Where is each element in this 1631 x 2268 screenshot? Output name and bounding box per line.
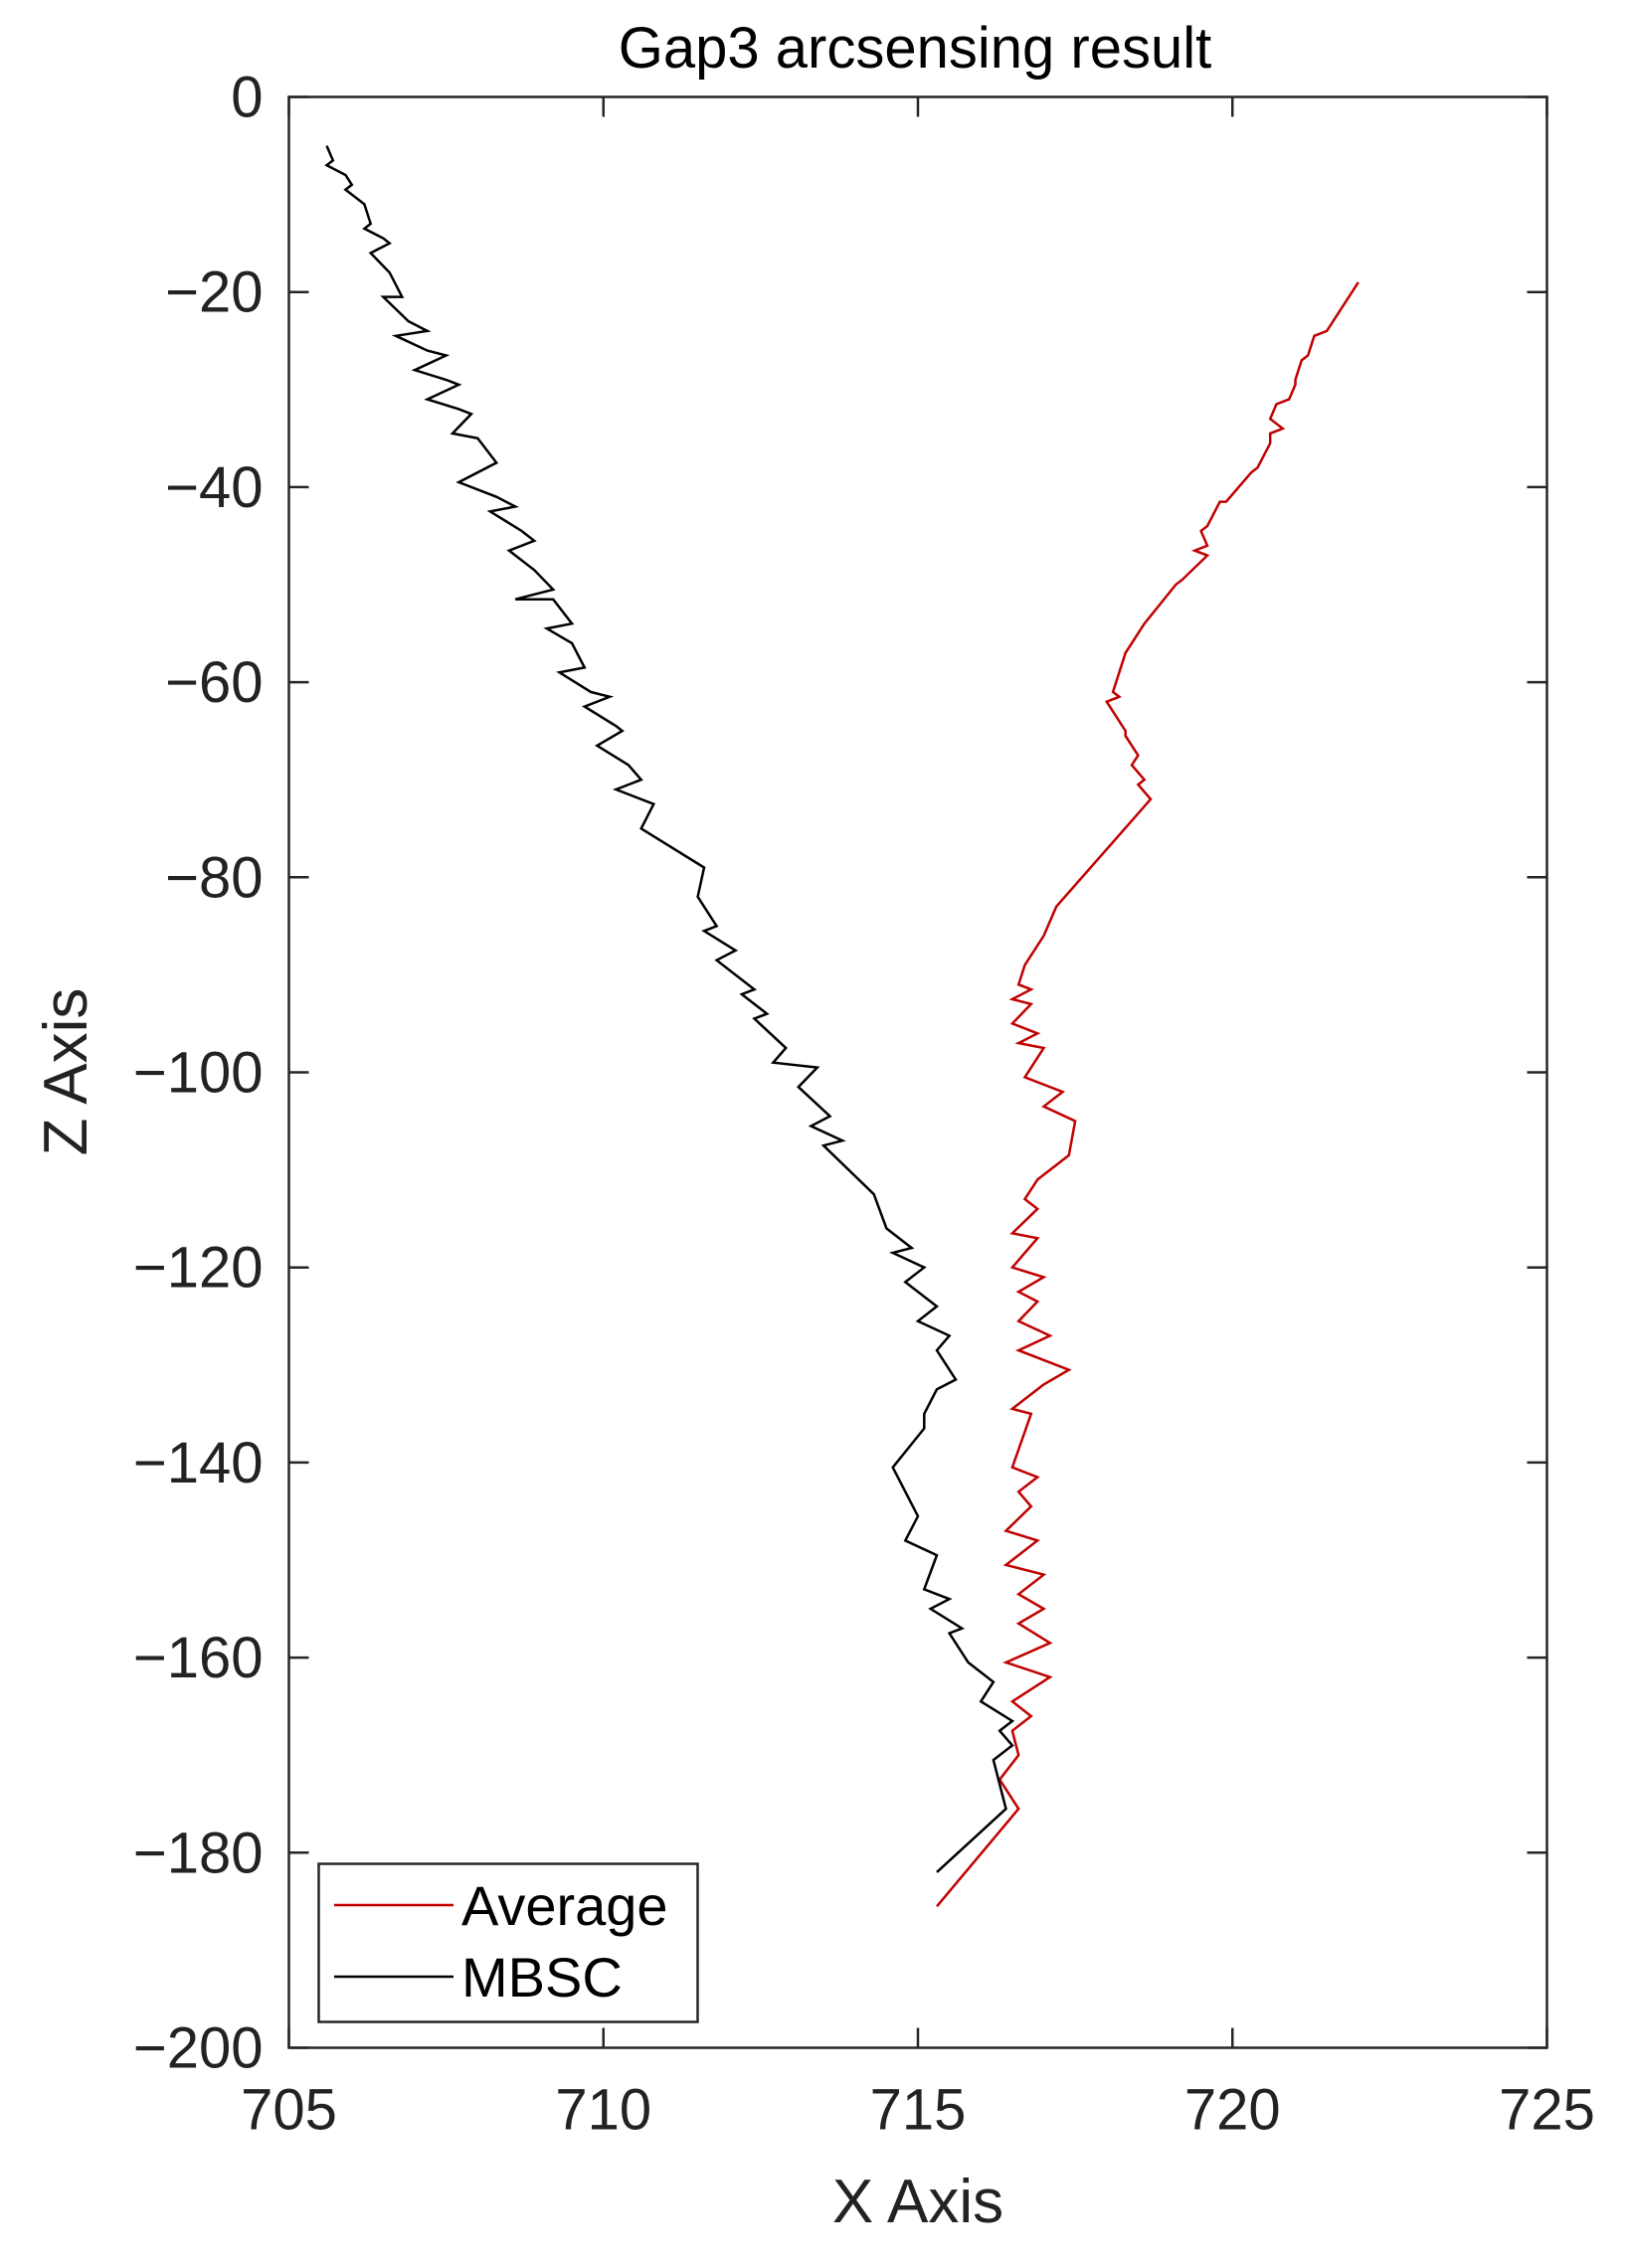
y-tick-label: 0 <box>231 66 263 130</box>
y-axis: 0 −20 −40 −60 −80 −100 −120 −140 −160 −180 −200 <box>133 66 1547 2081</box>
y-tick-label: −80 <box>165 845 263 910</box>
y-tick-label: −160 <box>133 1626 264 1690</box>
x-axis: 705 710 715 720 725 <box>241 96 1595 2143</box>
legend-label-average: Average <box>461 1874 668 1937</box>
y-tick-label: −120 <box>133 1236 264 1301</box>
x-tick-label: 705 <box>241 2078 337 2143</box>
legend: Average MBSC <box>317 1862 699 2023</box>
y-tick-label: −140 <box>133 1431 264 1495</box>
y-tick-label: −40 <box>165 455 263 520</box>
y-tick-label: −180 <box>133 1821 264 1885</box>
x-tick-label: 720 <box>1184 2078 1281 2143</box>
y-tick-label: −100 <box>133 1041 264 1106</box>
legend-label-mbsc: MBSC <box>461 1946 623 2008</box>
legend-box <box>317 1862 699 2023</box>
y-tick-label: −60 <box>165 650 263 715</box>
y-axis-label: Z Axis <box>32 988 100 1156</box>
series-line-mbsc <box>324 145 1015 1873</box>
y-tick-label: −20 <box>165 261 263 325</box>
y-tick-label: −200 <box>133 2016 264 2081</box>
series-line-average <box>936 281 1359 1908</box>
chart-title: Gap3 arcsensing result <box>619 16 1211 81</box>
x-tick-label: 725 <box>1499 2078 1595 2143</box>
series-lines <box>324 145 1359 1908</box>
x-tick-label: 715 <box>870 2078 967 2143</box>
x-axis-label: X Axis <box>832 2168 1003 2236</box>
x-tick-label: 710 <box>555 2078 651 2143</box>
